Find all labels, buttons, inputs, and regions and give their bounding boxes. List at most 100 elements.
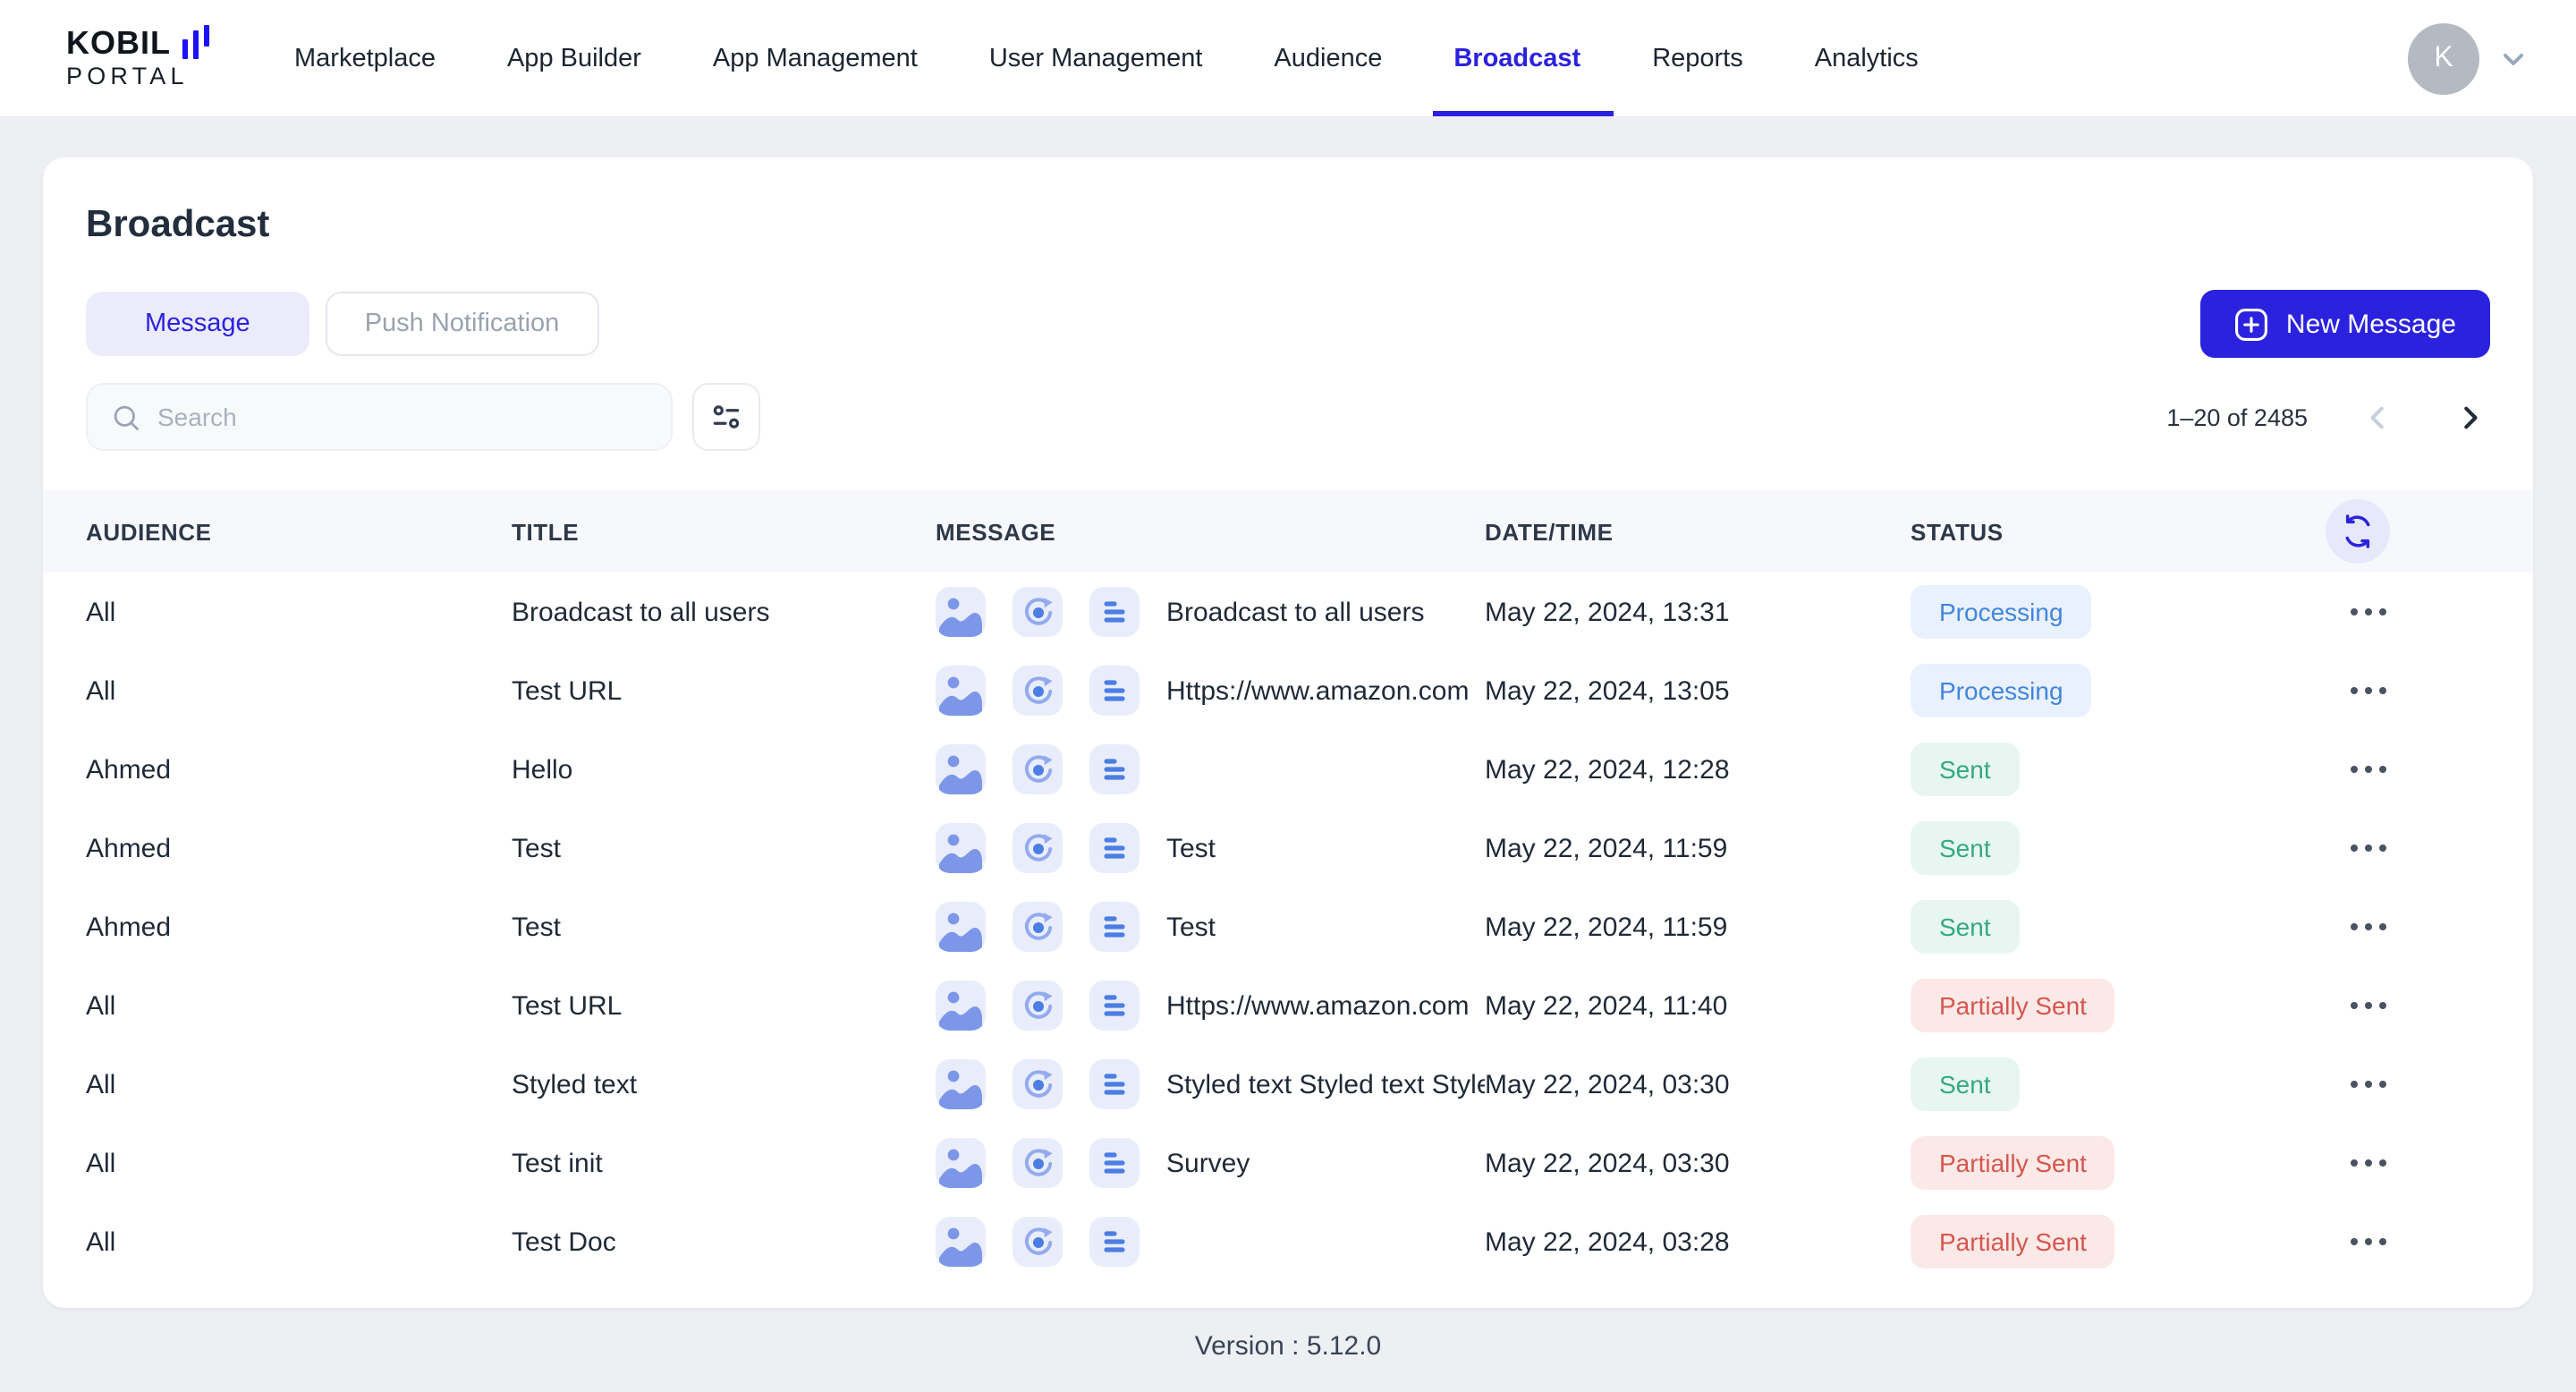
cell-status: Sent	[1911, 1057, 2311, 1111]
cell-status: Sent	[1911, 821, 2311, 875]
survey-icon	[1013, 744, 1063, 794]
image-icon	[936, 1217, 986, 1267]
cell-status: Partially Sent	[1911, 1136, 2311, 1190]
kebab-menu-icon[interactable]	[2347, 912, 2390, 941]
survey-icon	[1013, 587, 1063, 637]
cell-audience: All	[86, 597, 116, 627]
status-badge: Processing	[1911, 664, 2092, 717]
next-page-button[interactable]	[2447, 395, 2490, 438]
tab-push-notification[interactable]: Push Notification	[325, 292, 599, 356]
version-label: Version : 5.12.0	[1194, 1331, 1382, 1362]
kebab-menu-icon[interactable]	[2347, 755, 2390, 784]
new-message-button[interactable]: New Message	[2199, 290, 2490, 358]
cell-datetime: May 22, 2024, 13:31	[1485, 597, 1730, 627]
cell-datetime: May 22, 2024, 11:59	[1485, 833, 1728, 863]
kebab-menu-icon[interactable]	[2347, 834, 2390, 862]
status-badge: Processing	[1911, 585, 2092, 639]
kebab-menu-icon[interactable]	[2347, 1227, 2390, 1256]
column-header-title: TITLE	[512, 518, 580, 545]
kobil-logo[interactable]: KOBIL PORTAL	[0, 0, 208, 116]
nav-item-user-management[interactable]: User Management	[988, 44, 1203, 72]
cell-audience: All	[86, 675, 116, 706]
previous-page-button[interactable]	[2356, 395, 2399, 438]
cell-title: Broadcast to all users	[512, 597, 770, 627]
cell-actions	[2311, 676, 2533, 705]
cell-actions	[2311, 991, 2533, 1020]
cell-audience: Ahmed	[86, 754, 172, 785]
chevron-down-icon[interactable]	[2499, 44, 2528, 72]
cell-datetime: May 22, 2024, 11:59	[1485, 912, 1728, 942]
nav-item-app-builder[interactable]: App Builder	[506, 44, 641, 72]
cell-message: Test	[936, 823, 1485, 873]
column-header-audience: AUDIENCE	[86, 518, 212, 545]
cell-title: Test URL	[512, 990, 623, 1021]
pagination: 1–20 of 2485	[2166, 395, 2490, 438]
message-text: Styled text Styled text Style...	[1166, 1069, 1485, 1099]
search-input[interactable]	[157, 403, 648, 431]
top-navigation: KOBIL PORTAL Marketplace App Builder App M…	[0, 0, 2576, 118]
refresh-icon	[2340, 514, 2376, 549]
cell-datetime: May 22, 2024, 13:05	[1485, 675, 1730, 706]
cell-audience: Ahmed	[86, 833, 172, 863]
document-icon	[1089, 1059, 1140, 1109]
search-box	[86, 383, 673, 451]
filter-button[interactable]	[692, 383, 760, 451]
cell-title: Test Doc	[512, 1226, 616, 1257]
nav-item-analytics[interactable]: Analytics	[1814, 44, 1919, 72]
status-badge: Partially Sent	[1911, 1215, 2115, 1269]
cell-actions	[2311, 834, 2533, 862]
refresh-button[interactable]	[2326, 499, 2390, 564]
nav-menu: Marketplace App Builder App Management User…	[294, 0, 1919, 116]
cell-status: Partially Sent	[1911, 1215, 2311, 1269]
tab-message[interactable]: Message	[86, 292, 309, 356]
tabs-row: Message Push Notification New Message	[43, 290, 2533, 358]
table-row: All Test init Survey May 22, 2024, 03:30…	[43, 1124, 2533, 1202]
nav-item-app-management[interactable]: App Management	[712, 44, 918, 72]
cell-datetime: May 22, 2024, 03:30	[1485, 1069, 1730, 1099]
cell-audience: All	[86, 990, 116, 1021]
cell-message: Styled text Styled text Style...	[936, 1059, 1485, 1109]
kebab-menu-icon[interactable]	[2347, 598, 2390, 626]
cell-datetime: May 22, 2024, 03:28	[1485, 1226, 1730, 1257]
document-icon	[1089, 1217, 1140, 1267]
cell-status: Sent	[1911, 900, 2311, 954]
avatar[interactable]: K	[2408, 22, 2479, 94]
image-icon	[936, 587, 986, 637]
cell-status: Sent	[1911, 743, 2311, 796]
message-text: Https://www.amazon.com	[1166, 675, 1470, 706]
table-row: Ahmed Test Test May 22, 2024, 11:59 Sent	[43, 887, 2533, 966]
cell-message: Test	[936, 902, 1485, 952]
document-icon	[1089, 902, 1140, 952]
nav-item-reports[interactable]: Reports	[1652, 44, 1743, 72]
logo-bars-icon	[182, 24, 208, 59]
cell-actions	[2311, 1149, 2533, 1177]
column-header-message: MESSAGE	[936, 518, 1056, 545]
status-badge: Partially Sent	[1911, 979, 2115, 1032]
nav-item-marketplace[interactable]: Marketplace	[294, 44, 436, 72]
survey-icon	[1013, 902, 1063, 952]
table-header: AUDIENCE TITLE MESSAGE DATE/TIME STATUS	[43, 490, 2533, 573]
message-text: Test	[1166, 833, 1216, 863]
status-badge: Sent	[1911, 743, 2020, 796]
table-row: All Test URL Https://www.amazon.com May …	[43, 966, 2533, 1045]
kebab-menu-icon[interactable]	[2347, 1149, 2390, 1177]
kebab-menu-icon[interactable]	[2347, 676, 2390, 705]
image-icon	[936, 902, 986, 952]
logo-text-portal: PORTAL	[66, 62, 189, 89]
pagination-range: 1–20 of 2485	[2166, 403, 2308, 430]
image-icon	[936, 1138, 986, 1188]
logo-text-kobil: KOBIL	[66, 24, 171, 61]
message-type-tabs: Message Push Notification	[86, 292, 599, 356]
cell-title: Test	[512, 833, 562, 863]
kebab-menu-icon[interactable]	[2347, 991, 2390, 1020]
status-badge: Sent	[1911, 900, 2020, 954]
kebab-menu-icon[interactable]	[2347, 1070, 2390, 1099]
cell-title: Test init	[512, 1148, 603, 1178]
image-icon	[936, 1059, 986, 1109]
message-text: Https://www.amazon.com	[1166, 990, 1470, 1021]
cell-title: Styled text	[512, 1069, 638, 1099]
image-icon	[936, 980, 986, 1031]
nav-item-broadcast[interactable]: Broadcast	[1432, 0, 1613, 116]
nav-item-audience[interactable]: Audience	[1274, 44, 1383, 72]
